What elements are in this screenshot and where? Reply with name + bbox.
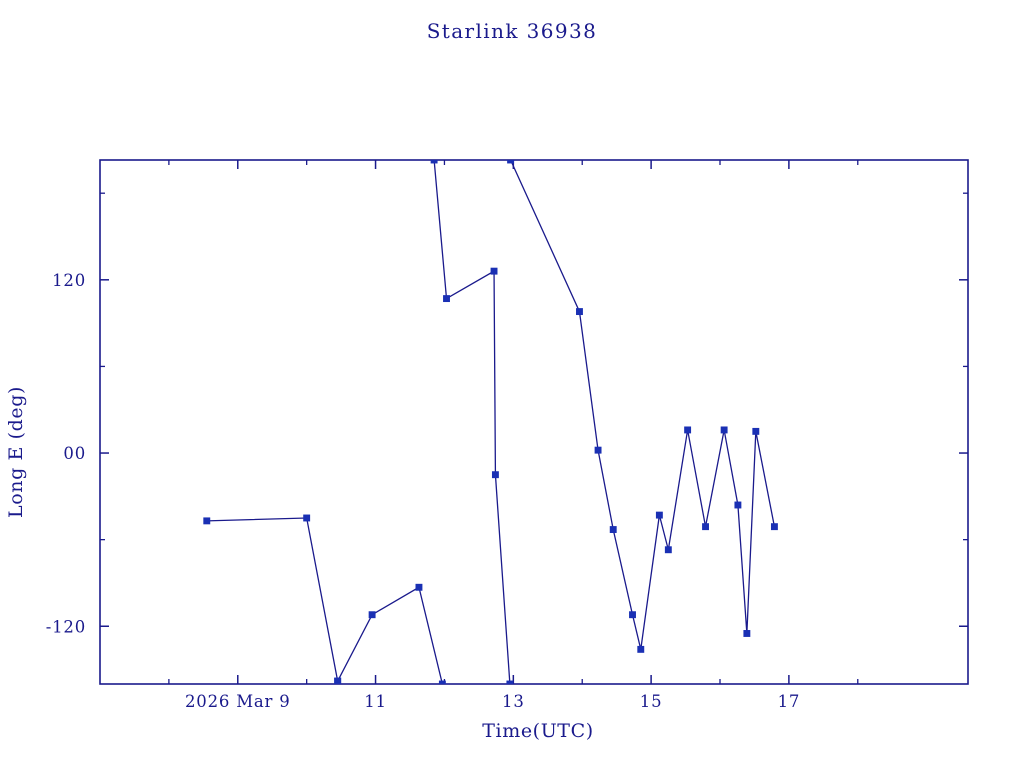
plot-border <box>99 159 969 685</box>
data-polyline <box>337 586 444 684</box>
x-tick-label: 11 <box>364 692 387 711</box>
data-point-marker <box>507 160 515 164</box>
data-point-marker <box>334 677 342 684</box>
data-point-marker <box>303 514 311 522</box>
data-point-marker <box>203 517 211 525</box>
data-point-marker <box>506 680 514 684</box>
x-tick-label: 2026 Mar 9 <box>185 692 291 711</box>
data-point-marker <box>770 523 778 531</box>
plot-frame <box>99 159 969 685</box>
y-axis-ticks <box>100 192 968 628</box>
y-tick-label: 120 <box>52 271 86 290</box>
data-point-marker <box>368 611 376 619</box>
y-tick-label: -120 <box>46 617 86 636</box>
y-axis-title: Long E (deg) <box>5 386 27 518</box>
data-series <box>203 160 778 684</box>
data-point-marker <box>664 546 672 554</box>
data-point-marker <box>702 523 709 531</box>
data-point-marker <box>734 501 742 509</box>
chart-title: Starlink 36938 <box>427 19 598 43</box>
data-point-marker <box>438 680 446 684</box>
y-axis-tick-labels: 120 00 -120 <box>46 271 86 636</box>
y-tick-label: 00 <box>63 444 86 463</box>
x-axis-title: Time(UTC) <box>482 720 593 742</box>
data-point-marker <box>594 446 602 454</box>
data-point-marker <box>637 645 645 653</box>
data-point-marker <box>655 511 663 519</box>
data-point-marker <box>609 526 617 533</box>
data-point-marker <box>576 308 583 316</box>
data-point-marker <box>415 583 423 591</box>
x-tick-label: 15 <box>640 692 663 711</box>
data-point-marker <box>720 426 728 434</box>
x-axis-ticks <box>168 160 859 684</box>
data-point-marker <box>743 630 751 637</box>
x-tick-label: 13 <box>502 692 525 711</box>
x-axis-tick-labels: 2026 Mar 9 11 13 15 17 <box>185 692 801 711</box>
data-point-marker <box>752 427 760 435</box>
data-point-marker <box>629 611 636 619</box>
x-tick-label: 17 <box>778 692 801 711</box>
data-point-marker <box>491 471 499 479</box>
data-point-marker <box>684 426 692 434</box>
data-point-marker <box>430 160 438 164</box>
data-point-marker <box>443 295 450 303</box>
data-point-marker <box>490 267 498 275</box>
